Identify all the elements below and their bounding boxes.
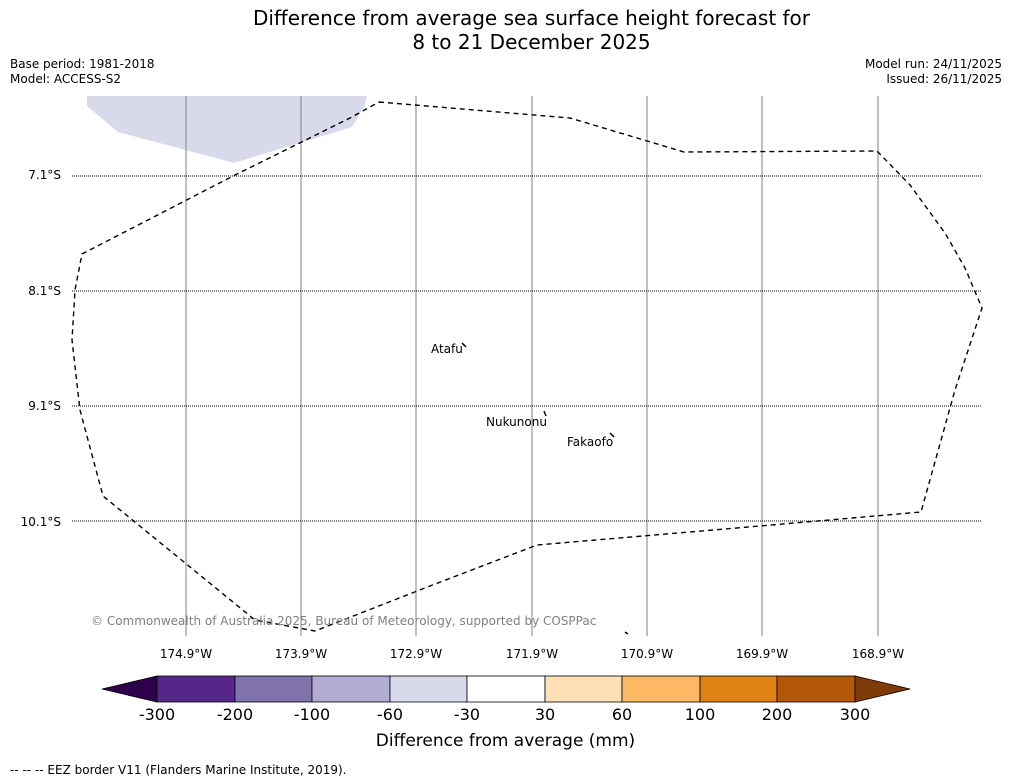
colorbar-tick: -60 [376,705,404,724]
colorbar-title: Difference from average (mm) [375,731,636,751]
colorbar-bin [776,675,856,703]
colorbar-tick: 200 [761,705,793,724]
colorbar-extend-high [854,675,911,703]
place-label-fakaofo: Fakaofo [567,435,614,449]
colorbar-tick: -200 [216,705,254,724]
lon-label: 171.9°W [505,647,559,661]
eez-border [71,101,983,632]
lat-label: 10.1°S [20,515,61,529]
colorbar-tick: -300 [138,705,176,724]
map-title: Difference from average sea surface heig… [0,6,1011,54]
colorbar-bin [389,675,468,703]
title-line-1: Difference from average sea surface heig… [252,6,811,30]
colorbar-bin [544,675,623,703]
colorbar-tick: 300 [839,705,871,724]
colorbar-bin [234,675,313,703]
eez-legend-note: -- -- -- EEZ border V11 (Flanders Marine… [10,763,347,777]
atafu-island-mark [461,342,467,348]
colorbar-bin [156,675,236,703]
lon-label: 172.9°W [389,647,443,661]
lon-label: 168.9°W [851,647,905,661]
colorbar-tick: 30 [534,705,556,724]
lat-label: 7.1°S [28,168,61,182]
colorbar-tick: -100 [293,705,331,724]
colorbar-bin [466,675,546,703]
lat-label: 8.1°S [28,284,61,298]
meta-right: Model run: 24/11/2025 Issued: 26/11/2025 [865,57,1002,87]
colorbar-bin [699,675,778,703]
colorbar-tick: 60 [611,705,633,724]
swains-mark [624,631,629,635]
colorbar [101,675,911,703]
lon-label: 169.9°W [735,647,789,661]
colorbar-tick: -30 [453,705,481,724]
place-label-atafu: Atafu [431,342,463,356]
lat-label: 9.1°S [28,399,61,413]
meta-left: Base period: 1981-2018 Model: ACCESS-S2 [10,57,155,87]
base-period: Base period: 1981-2018 [10,57,155,71]
model-name: Model: ACCESS-S2 [10,72,122,86]
colorbar-bin [311,675,391,703]
issued-date: Issued: 26/11/2025 [886,72,1002,86]
nukunonu-island-mark [543,410,547,417]
fakaofo-island-mark [609,432,615,438]
title-line-2: 8 to 21 December 2025 [412,30,651,54]
colorbar-tick: 100 [684,705,716,724]
lon-label: 174.9°W [159,647,213,661]
colorbar-extend-low [101,675,158,703]
place-label-nukunonu: Nukunonu [486,415,547,429]
model-run: Model run: 24/11/2025 [864,57,1002,71]
colorbar-bin [621,675,701,703]
anomaly-fill-region [87,96,367,163]
lon-label: 170.9°W [620,647,674,661]
lon-label: 173.9°W [274,647,328,661]
copyright-notice: © Commonwealth of Australia 2025, Bureau… [91,614,597,628]
